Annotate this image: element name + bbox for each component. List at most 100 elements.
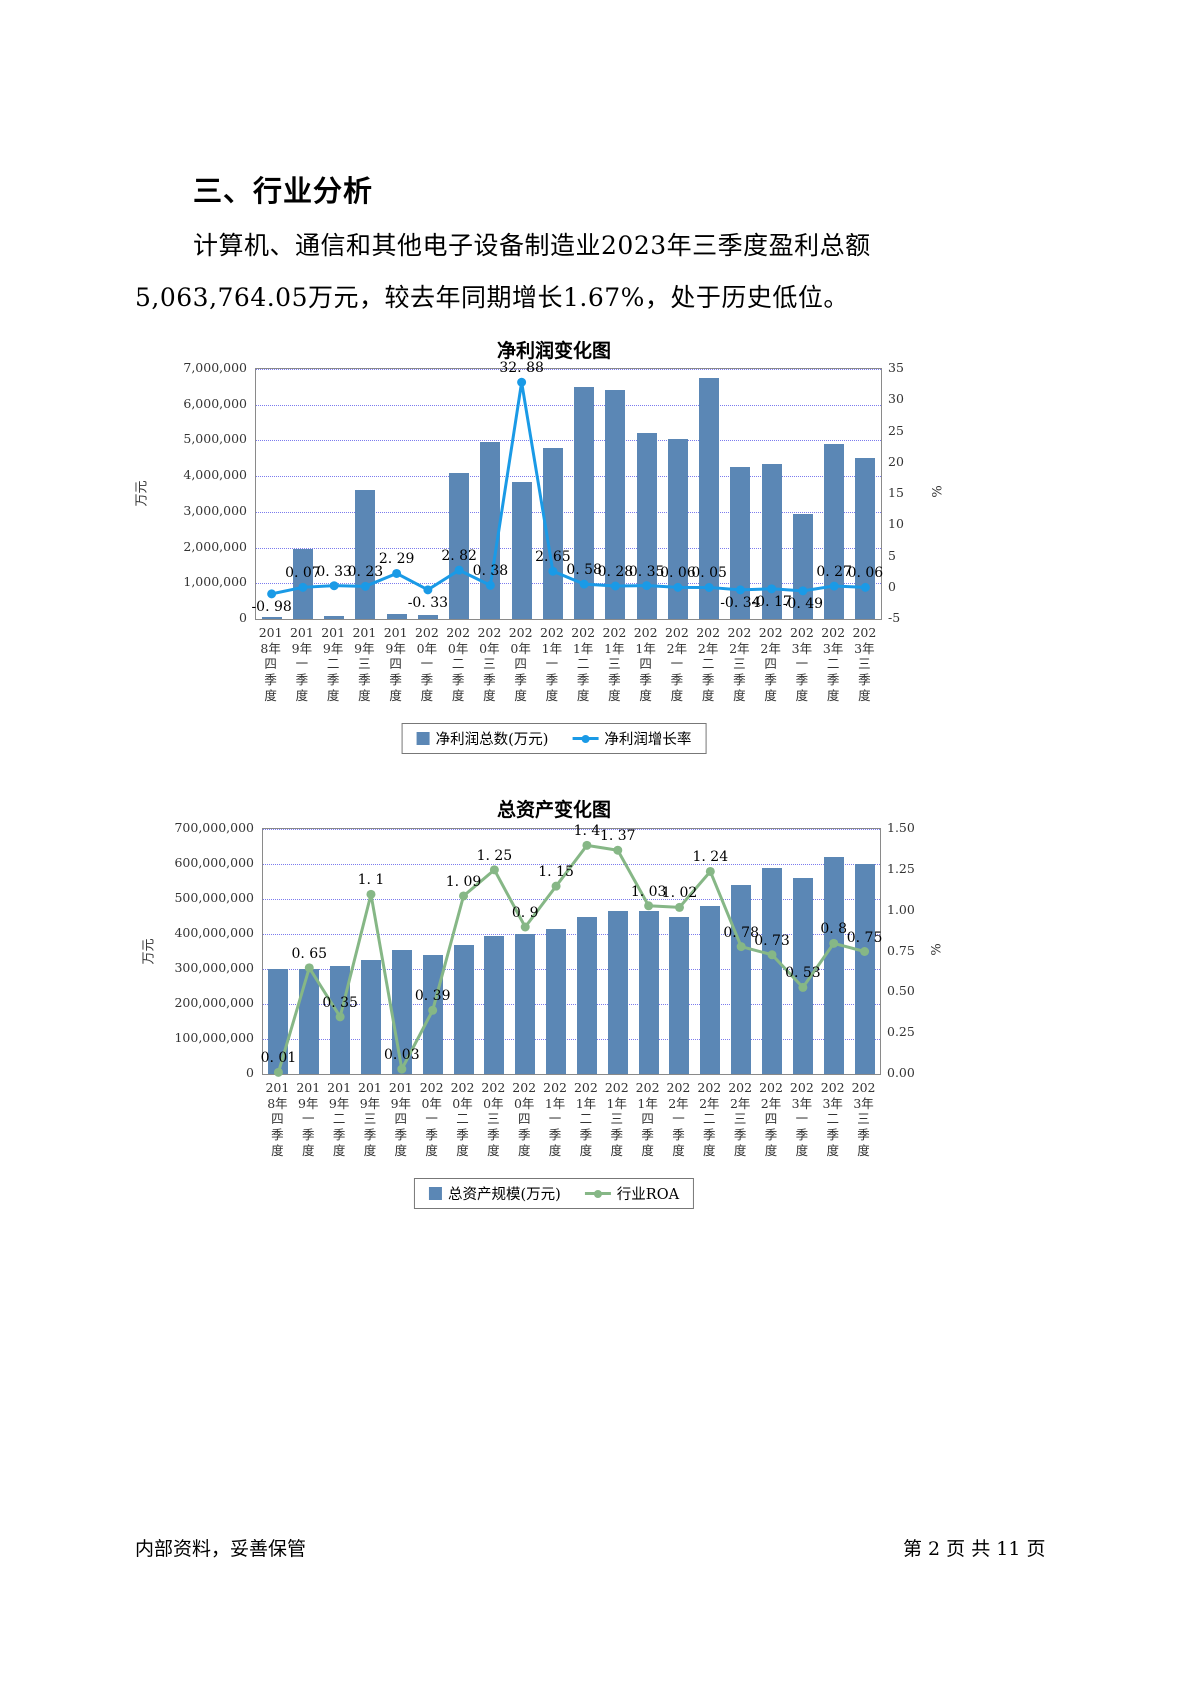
x-axis-label: 201 9年一季度 (289, 625, 314, 703)
line-data-label: 0. 27 (816, 564, 852, 581)
line-data-label: 0. 78 (723, 924, 759, 941)
gridline (256, 583, 881, 585)
x-axis-label: 201 9年三季度 (358, 1080, 382, 1158)
line-point (610, 581, 620, 591)
bar (700, 906, 721, 1074)
legend-item-bar-series: 净利润总数(万元) (416, 728, 548, 749)
line-point (735, 585, 745, 595)
x-axis-label: 202 1年三季度 (604, 1080, 629, 1158)
line-data-label: -0. 98 (251, 598, 292, 615)
bar (792, 513, 813, 619)
line-point (273, 1067, 283, 1077)
x-axis-label: 201 8年四季度 (265, 1080, 290, 1158)
gridline (263, 934, 880, 935)
legend-label: 总资产规模(万元) (447, 1187, 561, 1203)
plot-area: 0. 01 0. 65 0. 35 1. 1 0. 03 0. 39 1. 09 1. 25 0… (260, 823, 882, 1077)
legend: 总资产规模(万元) 行业ROA (413, 1178, 695, 1209)
x-axis-label: 202 2年四季度 (758, 625, 783, 703)
x-axis-label: 202 1年四季度 (633, 625, 658, 703)
legend-item-line-series: 行业ROA (584, 1183, 680, 1204)
line-point (298, 582, 308, 592)
x-axis-label: 201 9年一季度 (296, 1080, 321, 1158)
y-axis-tick-label: 7,000,000 (183, 360, 247, 375)
gridline (263, 1004, 880, 1005)
gridline (256, 404, 881, 406)
right-axis-tick-label: 5 (888, 547, 896, 563)
gridline (263, 829, 880, 830)
bar (542, 447, 563, 619)
x-axis-label: 201 9年四季度 (383, 625, 408, 703)
line-point (767, 584, 777, 594)
line-data-label: 0. 06 (660, 565, 696, 582)
right-axis-tick-label: 0.50 (887, 983, 915, 999)
y-axis-tick-label: 400,000,000 (174, 925, 254, 940)
right-axis-title: % (930, 485, 946, 498)
y-axis-tick-label: 1,000,000 (183, 574, 247, 590)
line-point (860, 582, 870, 592)
line-data-label: 0. 33 (316, 563, 352, 580)
line-data-label: 1. 24 (692, 849, 729, 866)
bar (417, 614, 438, 619)
x-axis-label: 202 2年二季度 (696, 625, 721, 703)
x-axis-label: 202 2年四季度 (759, 1080, 783, 1158)
line-data-label: 1. 37 (599, 828, 636, 845)
line-point (736, 942, 746, 952)
line-point (485, 580, 495, 590)
footer-confidential-note: 内部资料，妥善保管 (135, 1538, 307, 1560)
gridline (263, 899, 880, 900)
line-point (454, 565, 464, 575)
y-axis-tick-label: 0 (239, 610, 247, 625)
line-point (644, 901, 654, 911)
x-axis-label: 202 0年二季度 (450, 1080, 475, 1158)
line-data-label: 1. 09 (445, 873, 482, 890)
bar (636, 433, 657, 619)
line-data-label: 1. 03 (630, 883, 667, 900)
x-axis-label: 202 0年三季度 (481, 1080, 506, 1158)
bar (453, 944, 474, 1074)
right-axis-tick-label: 30 (888, 391, 904, 407)
x-axis-label: 202 2年三季度 (728, 1080, 753, 1158)
y-axis-tick-label: 600,000,000 (174, 855, 254, 870)
gridline (256, 547, 881, 549)
line-point (517, 377, 527, 387)
gridline (256, 476, 881, 478)
line-point (582, 840, 592, 850)
legend-item-bar-series: 总资产规模(万元) (428, 1183, 561, 1204)
body-text-line-1: 计算机、通信和其他电子设备制造业2023年三季度盈利总额 (193, 231, 871, 260)
right-axis-tick-label: 0.00 (887, 1065, 915, 1080)
legend-label: 行业ROA (616, 1187, 680, 1203)
line-point (798, 586, 808, 596)
y-axis-tick-label: 5,000,000 (183, 431, 247, 447)
left-axis-title: 万元 (134, 480, 150, 507)
bar (511, 481, 532, 619)
body-text-line-2: 5,063,764.05万元，较去年同期增长1.67%，处于历史低位。 (135, 283, 849, 312)
bar-swatch-icon (428, 1187, 442, 1200)
line-point (579, 579, 589, 589)
line-data-label: 0. 01 (260, 1050, 297, 1067)
x-axis-label: 202 0年一季度 (414, 625, 439, 703)
bar (546, 928, 567, 1074)
x-axis-label: 202 0年四季度 (508, 625, 533, 703)
chart-title: 净利润变化图 (496, 340, 611, 362)
line-data-label: 2. 82 (441, 548, 477, 565)
x-axis-label: 202 1年四季度 (635, 1080, 660, 1158)
y-axis-tick-label: 4,000,000 (183, 467, 247, 483)
bar (268, 969, 289, 1074)
x-axis-label: 202 1年一季度 (539, 625, 564, 703)
chart-title: 总资产变化图 (496, 799, 611, 821)
bar (667, 438, 688, 619)
line-point (548, 566, 558, 576)
bar (576, 916, 597, 1074)
line-point (428, 1005, 438, 1015)
line-point (551, 881, 561, 891)
bar (605, 390, 626, 619)
bar (699, 377, 720, 619)
line-point (705, 866, 715, 876)
line-data-label: 0. 39 (414, 988, 451, 1005)
y-axis-tick-label: 300,000,000 (174, 960, 254, 975)
line-data-label: -0. 34 (720, 594, 761, 611)
line-marker-icon (572, 732, 599, 745)
bar (324, 616, 345, 619)
line-point (335, 1012, 345, 1022)
line-point (304, 963, 314, 973)
